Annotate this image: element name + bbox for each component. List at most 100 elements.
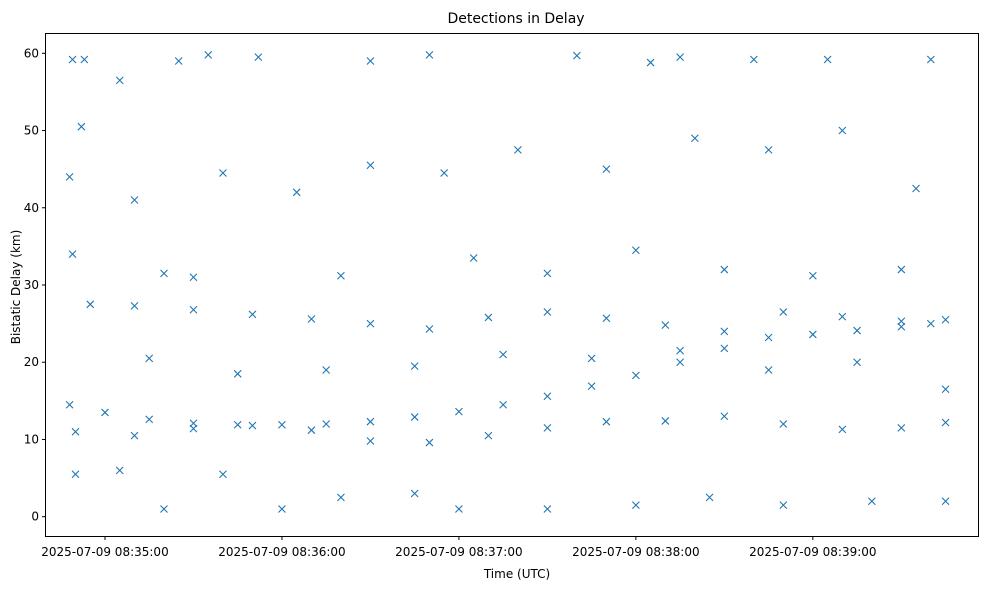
point-s2-13 [838, 425, 847, 434]
x-tick-label-4: 2025-07-09 08:39:00 [749, 545, 876, 559]
point-s3-41 [278, 505, 286, 513]
point-s0-20 [926, 319, 935, 328]
point-s3-4 [204, 50, 213, 59]
y-tick-label-4: 40 [24, 201, 39, 215]
point-s3-35 [808, 271, 817, 280]
x-tick-label-3: 2025-07-09 08:38:00 [572, 545, 699, 559]
point-s0-6 [322, 420, 331, 428]
point-s3-13 [926, 55, 935, 64]
point-s0-16 [764, 333, 773, 342]
point-s0-18 [853, 326, 861, 335]
point-s1-6 [425, 325, 434, 333]
point-s3-2 [115, 76, 124, 85]
y-tick-label-0: 0 [31, 510, 39, 524]
point-s1-2 [189, 305, 198, 314]
point-s3-34 [720, 265, 729, 274]
point-s0-15 [720, 344, 729, 353]
point-s3-20 [440, 169, 449, 177]
point-s2-3 [248, 421, 257, 430]
point-s0-2 [145, 415, 154, 424]
point-s3-55 [499, 350, 508, 359]
plot-frame [45, 33, 979, 537]
point-s3-28 [160, 269, 168, 278]
point-s1-0 [86, 300, 95, 309]
point-s3-44 [455, 505, 463, 513]
point-s1-7 [484, 313, 493, 322]
point-s0-17 [808, 330, 817, 339]
point-s2-0 [71, 427, 80, 436]
point-s2-14 [897, 423, 906, 432]
point-s1-15 [941, 315, 950, 324]
point-s2-1 [130, 431, 139, 440]
point-s3-27 [68, 250, 77, 258]
point-s3-58 [764, 366, 773, 374]
y-tick-label-1: 10 [24, 432, 39, 446]
point-s3-45 [543, 505, 552, 513]
point-s3-29 [189, 273, 198, 282]
point-s0-12 [587, 382, 596, 391]
point-s1-1 [130, 301, 139, 310]
y-axis-label: Bistatic Delay (km) [9, 230, 23, 345]
point-s3-7 [425, 50, 434, 59]
point-s1-4 [307, 315, 316, 323]
point-s3-25 [838, 126, 847, 135]
point-s3-6 [366, 57, 375, 65]
point-s3-47 [705, 493, 714, 502]
point-s1-8 [543, 308, 552, 316]
point-s3-9 [646, 58, 655, 67]
point-s0-8 [410, 413, 419, 421]
point-s3-42 [337, 493, 345, 502]
point-s0-13 [631, 371, 640, 380]
point-s3-21 [514, 145, 522, 154]
point-s3-50 [941, 497, 950, 506]
point-s3-37 [71, 470, 80, 479]
point-s3-31 [469, 254, 478, 262]
point-s1-3 [248, 310, 257, 319]
point-s3-12 [823, 55, 832, 64]
point-s3-43 [410, 489, 419, 498]
x-axis-ticks: 2025-07-09 08:35:00 2025-07-09 08:36:00 20… [41, 536, 877, 559]
point-s3-1 [80, 55, 89, 64]
x-tick-label-0: 2025-07-09 08:35:00 [41, 545, 168, 559]
point-s2-11 [720, 412, 729, 421]
point-s3-5 [254, 53, 263, 62]
point-s2-15 [941, 418, 950, 427]
point-s0-0 [65, 400, 74, 409]
point-s3-56 [587, 354, 596, 363]
point-s3-18 [292, 188, 301, 197]
point-s3-38 [115, 466, 124, 475]
point-s3-8 [572, 51, 581, 60]
point-s1-11 [720, 327, 729, 336]
point-s3-60 [941, 385, 950, 394]
y-axis-ticks: 0 10 20 30 40 50 60 [24, 46, 46, 524]
point-s2-6 [425, 438, 434, 447]
point-s0-5 [278, 420, 286, 429]
point-s3-14 [65, 172, 74, 181]
point-s2-8 [543, 423, 552, 432]
point-s3-48 [779, 501, 788, 509]
point-s3-15 [77, 122, 86, 131]
point-s3-52 [233, 369, 242, 378]
point-s0-4 [233, 420, 242, 429]
y-tick-label-5: 50 [24, 124, 39, 138]
point-s1-12 [779, 308, 788, 316]
point-s1-5 [366, 319, 375, 328]
point-s3-33 [631, 246, 640, 255]
point-s2-2 [189, 424, 198, 433]
point-s1-13 [838, 312, 847, 321]
point-s1-9 [602, 314, 611, 323]
point-s2-12 [779, 420, 788, 428]
point-s3-17 [219, 169, 227, 177]
chart-title: Detections in Delay [447, 11, 584, 27]
x-tick-label-2: 2025-07-09 08:37:00 [395, 545, 522, 559]
point-s3-57 [676, 346, 685, 355]
point-s3-26 [912, 184, 920, 193]
point-s3-51 [145, 354, 154, 363]
point-s3-0 [68, 55, 77, 64]
scatter-marks [65, 50, 950, 513]
point-s2-10 [661, 417, 670, 425]
point-s3-11 [749, 55, 758, 64]
point-s3-39 [160, 505, 168, 513]
point-s3-53 [322, 366, 331, 374]
